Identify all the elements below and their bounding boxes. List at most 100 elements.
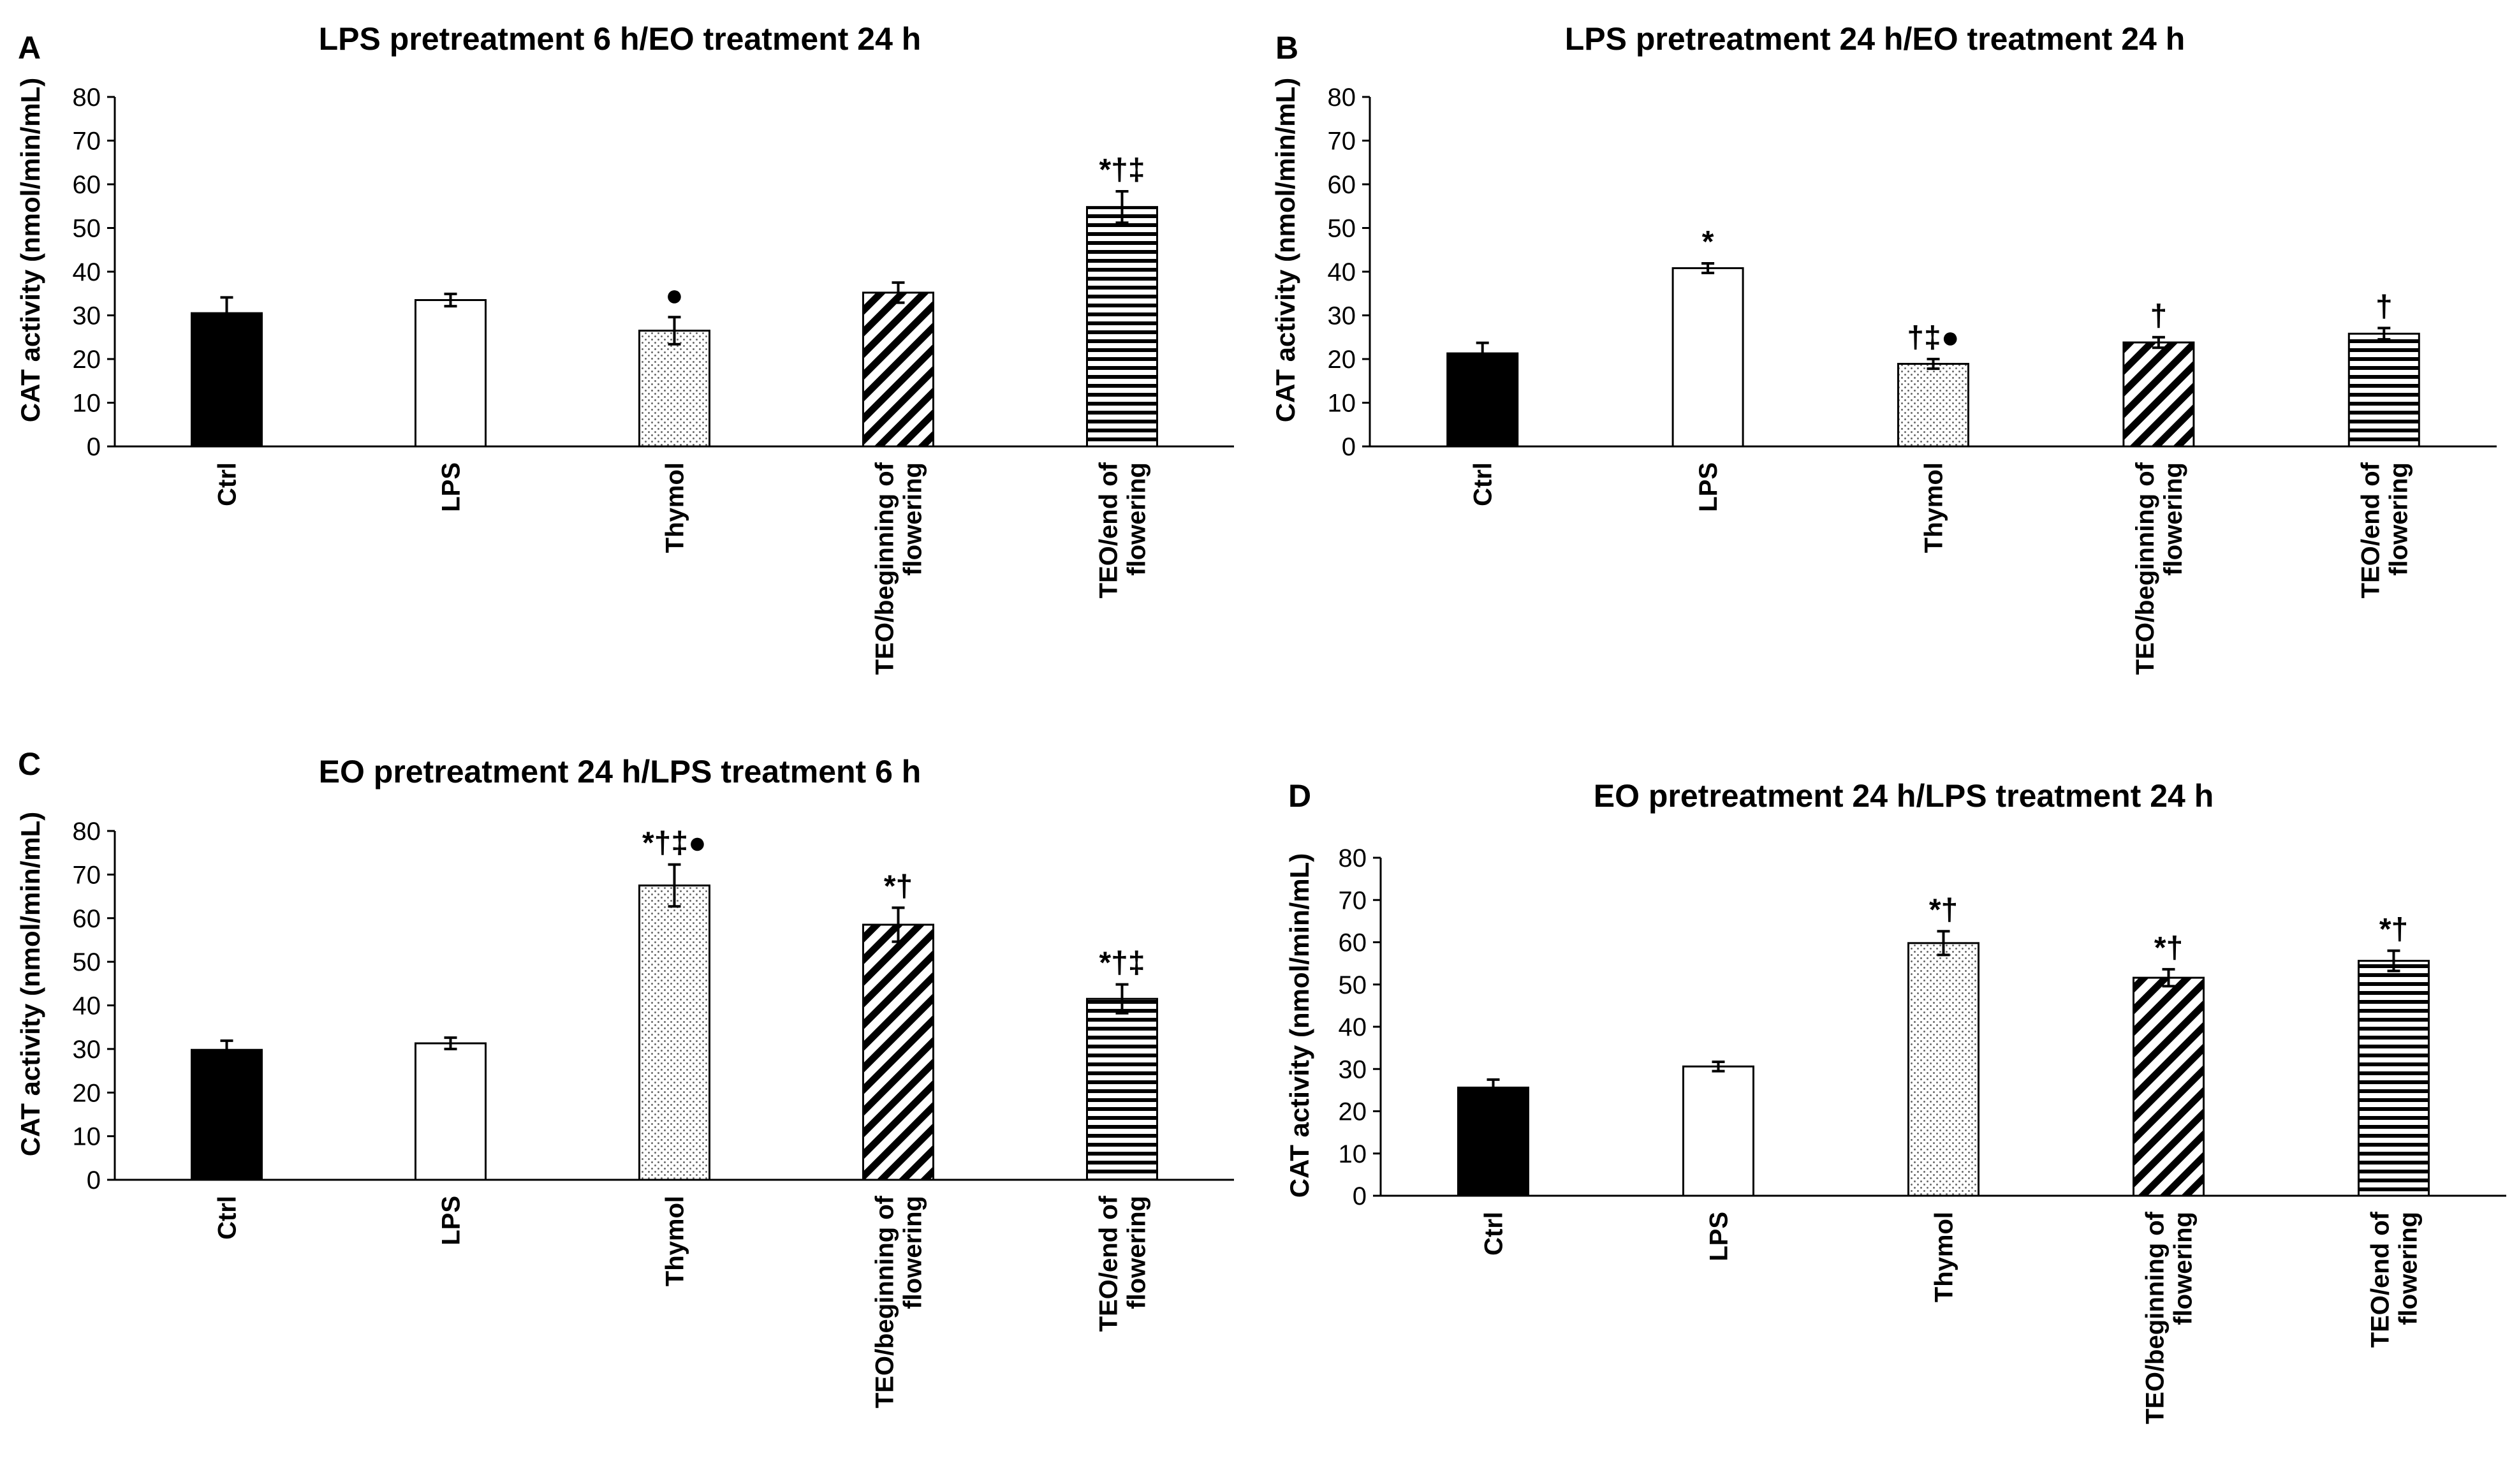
significance-annotation: *†	[884, 869, 913, 903]
bar	[2347, 332, 2420, 448]
y-tick-label: 30	[73, 302, 101, 330]
bar	[638, 329, 710, 448]
plot-area-a: 0 10 20 30 40 50 60 70 80 Ctrl LPS ● Thymol TEO/begin…	[73, 84, 1234, 675]
bar	[415, 1042, 487, 1181]
y-tick-label: 30	[73, 1036, 101, 1064]
y-tick-label: 60	[1328, 171, 1356, 199]
bar	[2358, 960, 2430, 1197]
bar	[1907, 942, 1979, 1197]
significance-annotation: *†‡	[1099, 153, 1145, 187]
error-bar	[1701, 261, 1715, 275]
x-tick-label: LPS	[1705, 1212, 1733, 1261]
y-tick-label: 30	[1339, 1055, 1367, 1084]
y-tick-label: 50	[73, 215, 101, 243]
y-tick-label: 50	[1339, 971, 1367, 999]
y-axis-label-d: CAT activity (nmol/min/mL)	[1284, 853, 1314, 1198]
error-bar	[892, 906, 905, 943]
y-tick-label: 70	[73, 128, 101, 156]
x-tick-label: Ctrl	[1469, 462, 1497, 506]
panel-a: A LPS pretreatment 6 h/EO treatment 24 h…	[15, 21, 1234, 675]
error-bar	[444, 1036, 457, 1050]
significance-annotation: *†	[1929, 893, 1958, 927]
y-tick-label: 40	[1339, 1013, 1367, 1041]
bar	[1682, 1065, 1754, 1197]
chart-title-c: EO pretreatment 24 h/LPS treatment 6 h	[319, 754, 922, 790]
x-tick-label: Ctrl	[214, 462, 242, 506]
significance-annotation: ●	[665, 279, 684, 312]
bar	[191, 1048, 263, 1181]
x-tick-label: TEO/end offlowering	[1095, 462, 1151, 598]
error-bar	[1115, 189, 1129, 224]
y-tick-label: 70	[73, 861, 101, 889]
y-tick-label: 20	[1339, 1098, 1367, 1126]
x-tick-label: TEO/beginning offlowering	[871, 462, 927, 675]
panel-letter-d: D	[1288, 778, 1311, 814]
y-tick-label: 50	[1328, 215, 1356, 243]
bar	[862, 923, 934, 1181]
y-tick-label: 60	[1339, 929, 1367, 957]
error-bar	[220, 1039, 233, 1061]
error-bar	[892, 281, 905, 304]
bar	[191, 312, 263, 448]
panel-b: B LPS pretreatment 24 h/EO treatment 24 …	[1270, 21, 2497, 675]
error-bar	[1487, 1078, 1500, 1097]
y-tick-label: 80	[1328, 84, 1356, 112]
x-tick-label: TEO/end offlowering	[2367, 1211, 2423, 1348]
x-tick-label: Ctrl	[214, 1196, 242, 1240]
significance-annotation: †	[2150, 299, 2168, 333]
y-tick-label: 10	[73, 390, 101, 418]
chart-title-d: EO pretreatment 24 h/LPS treatment 24 h	[1594, 778, 2214, 814]
significance-annotation: *†	[2154, 931, 2183, 965]
error-bar	[668, 316, 681, 346]
significance-annotation: *†‡	[1099, 946, 1145, 980]
panel-letter-a: A	[18, 30, 41, 66]
x-tick-label: Thymol	[1930, 1212, 1958, 1302]
y-tick-label: 80	[1339, 844, 1367, 872]
x-tick-label: TEO/end offlowering	[2356, 462, 2413, 598]
bar	[1086, 206, 1158, 448]
x-tick-label: Thymol	[661, 1196, 689, 1286]
panel-letter-c: C	[18, 746, 41, 782]
bar	[2122, 341, 2195, 448]
x-tick-label: TEO/beginning offlowering	[2141, 1211, 2198, 1424]
y-axis-label-c: CAT activity (nmol/min/mL)	[15, 812, 45, 1157]
plot-area-d: 0 10 20 30 40 50 60 70 80 Ctrl LPS *† Thymol *† TEO/be…	[1339, 844, 2506, 1424]
y-tick-label: 10	[1339, 1140, 1367, 1168]
bar	[1446, 352, 1519, 448]
y-tick-label: 50	[73, 948, 101, 976]
error-bar	[1476, 341, 1489, 365]
error-bar	[1712, 1060, 1725, 1073]
y-tick-label: 0	[87, 433, 101, 461]
y-tick-label: 10	[1328, 390, 1356, 418]
bar	[1671, 267, 1744, 448]
y-tick-label: 80	[73, 84, 101, 112]
error-bar	[2162, 967, 2175, 988]
error-bar	[444, 292, 457, 308]
y-tick-label: 60	[73, 905, 101, 933]
panel-c: C EO pretreatment 24 h/LPS treatment 6 h…	[15, 746, 1234, 1408]
y-tick-label: 40	[73, 258, 101, 286]
chart-title-a: LPS pretreatment 6 h/EO treatment 24 h	[319, 21, 922, 57]
error-bar	[2152, 335, 2165, 349]
x-tick-label: TEO/end offlowering	[1095, 1195, 1151, 1332]
y-axis-label-b: CAT activity (nmol/min/mL)	[1270, 78, 1300, 423]
chart-title-b: LPS pretreatment 24 h/EO treatment 24 h	[1565, 21, 2185, 57]
x-tick-label: Thymol	[661, 462, 689, 553]
y-tick-label: 70	[1328, 128, 1356, 156]
error-bar	[220, 296, 233, 330]
bar	[1897, 363, 1969, 448]
error-bar	[2377, 327, 2391, 341]
panel-d: D EO pretreatment 24 h/LPS treatment 24 …	[1284, 778, 2506, 1424]
y-tick-label: 20	[1328, 346, 1356, 374]
bar	[638, 884, 710, 1181]
x-tick-label: TEO/beginning offlowering	[871, 1195, 927, 1408]
bar	[862, 291, 934, 448]
significance-annotation: *†‡●	[642, 826, 707, 860]
y-tick-label: 80	[73, 818, 101, 846]
significance-annotation: †‡●	[1907, 321, 1959, 355]
significance-annotation: †	[2376, 290, 2393, 323]
x-tick-label: Ctrl	[1480, 1212, 1508, 1256]
error-bar	[2387, 949, 2400, 973]
y-tick-label: 60	[73, 171, 101, 199]
y-tick-label: 10	[73, 1123, 101, 1151]
